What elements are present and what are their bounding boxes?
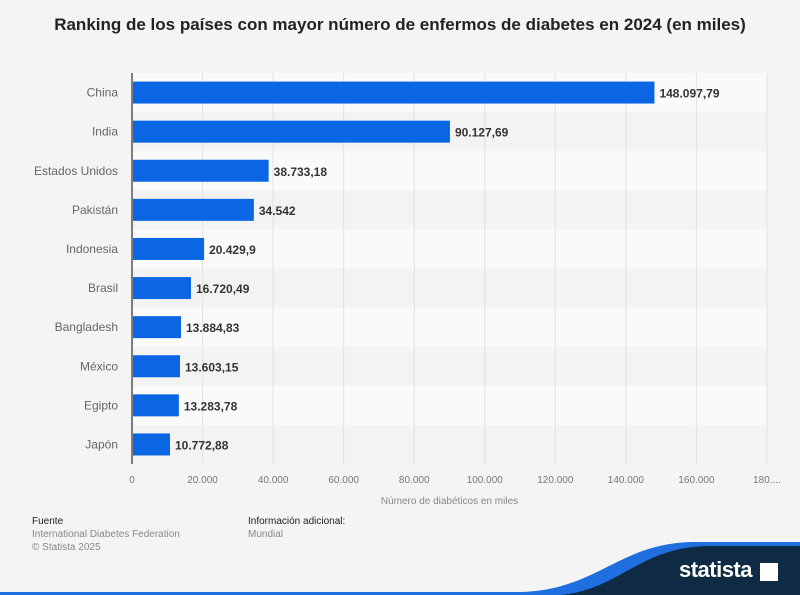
bar <box>133 81 655 104</box>
y-category-label: Estados Unidos <box>34 164 118 178</box>
x-axis-title: Número de diabéticos en miles <box>381 496 518 507</box>
y-category-label: China <box>87 86 119 100</box>
row-band <box>132 229 767 269</box>
source-heading: Fuente <box>32 516 64 527</box>
row-band <box>132 307 767 347</box>
statista-logo-icon <box>760 563 778 581</box>
bar <box>133 120 450 143</box>
data-label: 10.772,88 <box>175 438 229 452</box>
row-band <box>132 385 767 425</box>
bar <box>133 433 171 456</box>
statista-logo[interactable]: statista <box>678 557 753 582</box>
y-category-label: Pakistán <box>72 203 118 217</box>
x-tick-label: 160.000 <box>678 475 715 486</box>
y-category-label: Indonesia <box>66 242 118 256</box>
bar <box>133 237 205 260</box>
data-label: 20.429,9 <box>209 243 256 257</box>
bar <box>133 198 254 221</box>
bar-chart: 0 20.000 40.000 60.000 80.000 100.000 120.000 1… <box>34 73 781 507</box>
copyright: © Statista 2025 <box>32 542 101 553</box>
x-tick-label: 60.000 <box>328 475 359 486</box>
y-category-label: Brasil <box>88 281 118 295</box>
x-tick-label: 120.000 <box>537 475 574 486</box>
bar <box>133 355 180 378</box>
x-tick-label: 140.000 <box>608 475 645 486</box>
bar <box>133 394 179 417</box>
data-label: 34.542 <box>259 204 296 218</box>
x-tick-label: 80.000 <box>399 475 430 486</box>
row-band <box>132 346 767 386</box>
bar <box>133 316 181 339</box>
y-category-label: Egipto <box>84 398 118 412</box>
info-value: Mundial <box>248 529 284 540</box>
row-band <box>132 268 767 308</box>
statista-logo-band <box>0 541 800 595</box>
x-tick-label: 100.000 <box>467 475 504 486</box>
x-tick-label: 20.000 <box>187 475 218 486</box>
data-label: 90.127,69 <box>455 126 509 140</box>
data-label: 13.603,15 <box>185 360 239 374</box>
data-label: 13.884,83 <box>186 321 240 335</box>
y-category-label: Bangladesh <box>55 320 118 334</box>
y-category-label: India <box>92 125 118 139</box>
source-link[interactable]: International Diabetes Federation <box>32 529 180 540</box>
bar <box>133 277 191 300</box>
info-heading: Información adicional: <box>248 516 346 527</box>
y-category-label: Japón <box>85 437 118 451</box>
data-label: 38.733,18 <box>274 165 328 179</box>
x-tick-label: 40.000 <box>258 475 289 486</box>
y-category-label: México <box>80 359 118 373</box>
x-tick-label: 0 <box>129 475 135 486</box>
row-band <box>132 424 767 464</box>
data-label: 148.097,79 <box>659 87 719 101</box>
data-label: 16.720,49 <box>196 282 250 296</box>
x-tick-label: 180.... <box>753 475 781 486</box>
chart-title: Ranking de los países con mayor número d… <box>54 15 746 34</box>
bar <box>133 159 269 182</box>
source-block: Fuente International Diabetes Federation… <box>32 515 180 554</box>
data-label: 13.283,78 <box>184 399 238 413</box>
info-block: Información adicional: Mundial <box>248 515 345 541</box>
